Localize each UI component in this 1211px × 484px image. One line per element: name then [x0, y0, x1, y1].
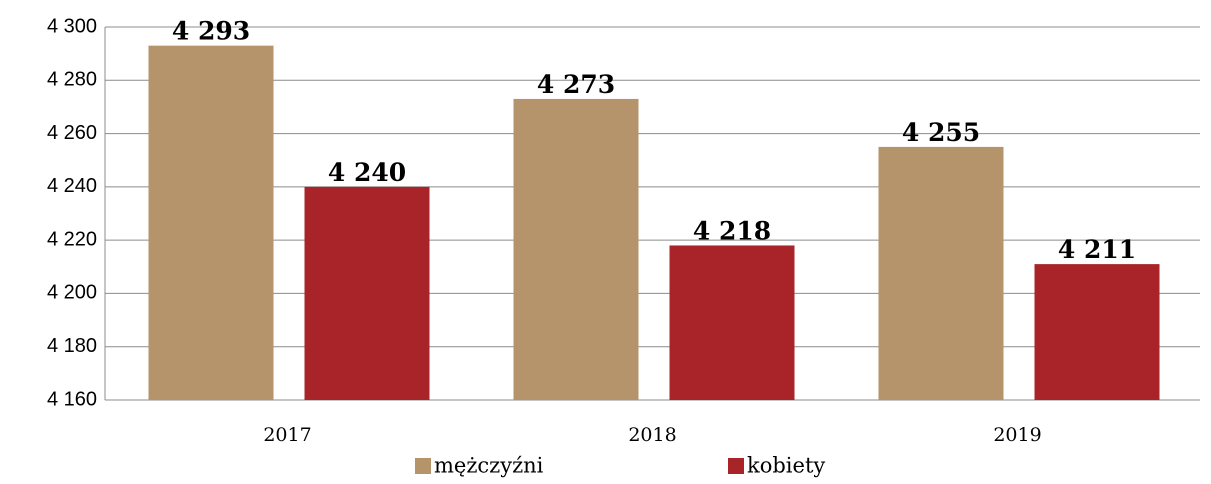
y-tick-label: 4 280 [47, 69, 97, 91]
legend-swatch [728, 458, 744, 474]
y-tick-label: 4 160 [47, 388, 97, 410]
y-tick-label: 4 200 [47, 282, 97, 304]
y-tick-label: 4 260 [47, 122, 97, 144]
bar [513, 98, 639, 400]
data-label: 4 273 [537, 70, 615, 99]
bar [669, 245, 795, 400]
x-tick-label: 2018 [628, 424, 676, 446]
legend-label: kobiety [747, 454, 825, 478]
bar [878, 146, 1004, 400]
data-label: 4 240 [328, 158, 406, 187]
bar [304, 186, 430, 400]
y-tick-label: 4 180 [47, 335, 97, 357]
legend-swatch [415, 458, 431, 474]
y-tick-label: 4 240 [47, 175, 97, 197]
y-tick-label: 4 300 [47, 15, 97, 37]
data-label: 4 293 [172, 17, 250, 46]
y-tick-label: 4 220 [47, 228, 97, 250]
data-label: 4 218 [693, 216, 771, 245]
bar [1034, 264, 1160, 400]
legend-label: mężczyźni [434, 454, 544, 478]
x-tick-label: 2019 [993, 424, 1041, 446]
bar [148, 45, 274, 401]
x-tick-label: 2017 [263, 424, 311, 446]
data-label: 4 211 [1058, 235, 1136, 264]
data-label: 4 255 [902, 118, 980, 147]
